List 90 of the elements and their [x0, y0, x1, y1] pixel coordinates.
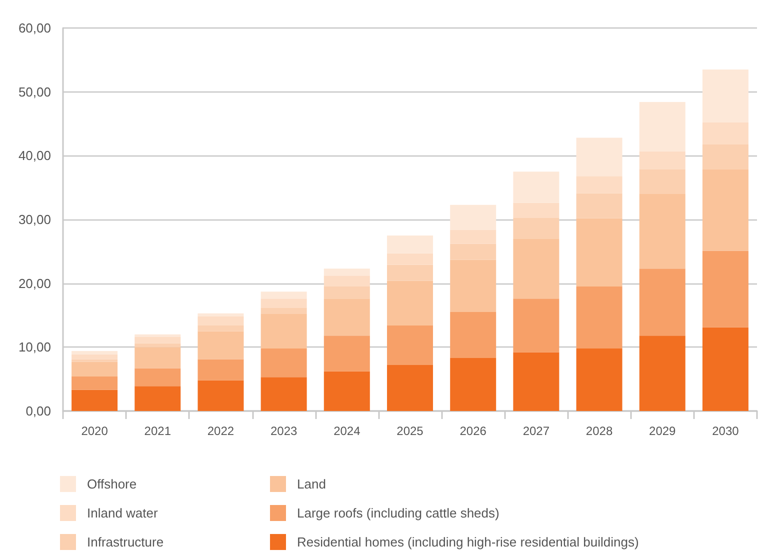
bar: [639, 102, 686, 152]
legend-label: Residential homes (including high-rise residential buildings): [297, 534, 639, 550]
bar: [702, 69, 748, 122]
bar: [576, 138, 622, 176]
bar: [639, 194, 686, 269]
bar: [450, 244, 496, 260]
bar: [198, 359, 244, 380]
bar: [72, 390, 118, 411]
bar: [387, 264, 433, 281]
bar: [639, 268, 686, 336]
bar: [134, 386, 181, 411]
x-tick-label: 2024: [334, 424, 361, 438]
bar: [324, 276, 370, 287]
bar: [324, 336, 370, 372]
bar: [702, 122, 748, 144]
bar: [702, 250, 748, 328]
bar: [576, 348, 622, 411]
bar: [324, 268, 370, 276]
bar: [72, 354, 118, 360]
y-tick-label: 40,00: [18, 148, 51, 164]
bar: [450, 204, 496, 230]
x-tick-label: 2021: [144, 424, 172, 438]
legend-label: Land: [297, 476, 326, 492]
bar: [260, 292, 307, 299]
bar: [513, 172, 560, 203]
bar: [639, 151, 686, 170]
bar: [260, 377, 307, 411]
bar: [576, 218, 622, 287]
legend-label: Offshore: [87, 476, 137, 492]
bar: [702, 144, 748, 170]
bar: [513, 298, 560, 352]
y-tick-label: 60,00: [18, 20, 51, 36]
bar: [639, 336, 686, 411]
x-tick-label: 2023: [270, 424, 298, 438]
bar: [134, 334, 181, 337]
bar: [387, 235, 433, 254]
bar: [198, 316, 244, 326]
legend-label: Large roofs (including cattle sheds): [297, 506, 500, 520]
bar: [387, 365, 433, 411]
y-tick-label: 10,00: [18, 340, 51, 355]
bar: [72, 376, 118, 390]
bar: [513, 218, 560, 239]
y-tick-label: 30,00: [18, 212, 51, 227]
bar: [324, 298, 370, 336]
bar: [134, 347, 181, 368]
bar: [324, 371, 370, 411]
bar: [513, 238, 560, 299]
bar: [72, 359, 118, 362]
x-tick-label: 2020: [81, 424, 108, 438]
bar: [198, 325, 244, 332]
x-tick-label: 2027: [522, 424, 550, 438]
y-tick-label: 50,00: [18, 84, 51, 100]
bar: [198, 313, 244, 317]
bar: [450, 358, 496, 411]
bar: [324, 286, 370, 299]
bar: [513, 202, 560, 218]
bar: [702, 169, 748, 251]
bar: [576, 193, 622, 218]
bar: [198, 380, 244, 411]
y-tick-label: 20,00: [18, 276, 51, 291]
bar: [513, 352, 560, 411]
x-tick-label: 2029: [649, 424, 676, 438]
bar: [72, 350, 118, 354]
bar: [260, 348, 307, 378]
y-tick-label: 0,00: [26, 404, 51, 418]
bar: [387, 280, 433, 326]
x-tick-label: 2025: [396, 424, 424, 438]
bar: [198, 331, 244, 360]
bar: [260, 298, 307, 308]
legend-label: Inland water: [87, 506, 158, 520]
x-tick-label: 2022: [207, 424, 234, 438]
x-tick-label: 2030: [712, 424, 740, 438]
bar: [576, 176, 622, 194]
bar: [450, 260, 496, 312]
legend-label: Infrastructure: [87, 534, 164, 550]
bar: [387, 253, 433, 265]
x-tick-label: 2026: [460, 424, 487, 438]
bar: [134, 336, 181, 344]
bar: [387, 325, 433, 366]
bar: [702, 327, 748, 411]
bar: [134, 343, 181, 348]
bar: [450, 312, 496, 358]
bar: [134, 368, 181, 386]
bar: [72, 362, 118, 377]
bar: [260, 308, 307, 314]
bar: [450, 230, 496, 244]
bar: [260, 314, 307, 348]
bar: [576, 286, 622, 348]
bar: [639, 169, 686, 194]
x-tick-label: 2028: [586, 424, 613, 438]
